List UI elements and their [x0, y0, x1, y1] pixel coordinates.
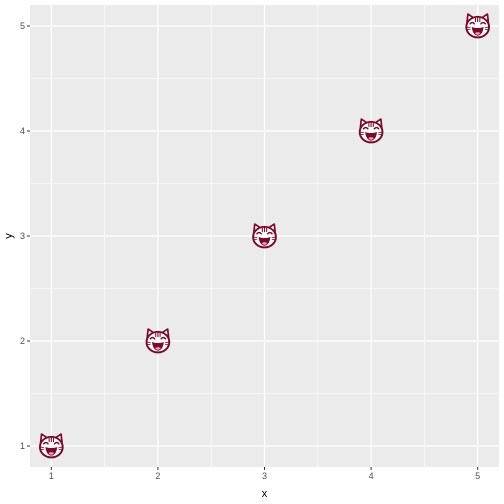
x-tick-label: 5 [475, 471, 480, 481]
x-tick-label: 3 [262, 471, 267, 481]
x-tick-label: 1 [49, 471, 54, 481]
x-tick-label: 2 [155, 471, 160, 481]
y-axis: 1 2 3 4 5 [20, 21, 30, 451]
y-tick-label: 4 [20, 126, 25, 136]
grinning-cat-emoji-icon [466, 14, 489, 37]
y-tick-label: 1 [20, 441, 25, 451]
x-axis: 1 2 3 4 5 [49, 467, 480, 481]
y-tick-label: 2 [20, 336, 25, 346]
grinning-cat-emoji-icon [253, 224, 276, 247]
y-tick-label: 5 [20, 21, 25, 31]
grinning-cat-emoji-icon [360, 119, 383, 142]
x-tick-label: 4 [369, 471, 374, 481]
x-axis-title: x [262, 488, 268, 500]
grinning-cat-emoji-icon [147, 329, 170, 352]
y-axis-title: y [3, 233, 15, 239]
y-tick-label: 3 [20, 231, 25, 241]
grinning-cat-emoji-icon [40, 434, 63, 457]
